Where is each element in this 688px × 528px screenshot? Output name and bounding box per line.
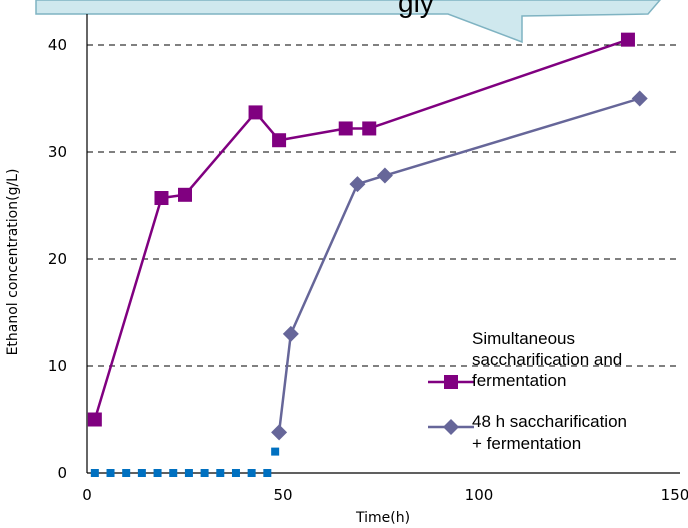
y-axis-title: Ethanol concentration(g/L)	[5, 169, 21, 356]
x-axis-title: Time(h)	[355, 510, 410, 526]
data-point	[184, 469, 193, 477]
legend-marker	[443, 419, 459, 435]
data-point	[282, 325, 299, 342]
series-2	[90, 447, 280, 477]
series-0	[87, 32, 635, 427]
x-tick-label: 100	[465, 486, 494, 504]
data-point	[87, 412, 102, 427]
callout-bubble: gly	[35, 0, 661, 44]
data-point	[231, 469, 240, 477]
data-point	[263, 469, 272, 477]
y-tick-label: 20	[48, 250, 67, 268]
data-point	[362, 121, 377, 136]
data-point	[216, 469, 225, 477]
data-point	[154, 191, 169, 206]
tick-labels: 0 10 20 30 40 0 50 100 150	[48, 36, 688, 504]
data-point	[122, 469, 131, 477]
y-tick-label: 10	[48, 357, 67, 375]
legend-label-line: saccharification and	[472, 350, 622, 369]
legend-label-line: + fermentation	[472, 434, 581, 453]
series-layer	[87, 32, 648, 477]
data-point	[271, 447, 280, 456]
data-point	[338, 121, 353, 136]
x-tick-label: 0	[82, 486, 92, 504]
data-point	[620, 32, 635, 47]
data-point	[90, 469, 99, 477]
data-point	[106, 469, 115, 477]
data-point	[248, 105, 263, 120]
legend-label: 48 h saccharification + fermentation	[472, 412, 627, 453]
y-tick-label: 30	[48, 143, 67, 161]
legend-marker	[444, 375, 458, 389]
data-point	[271, 424, 288, 441]
legend-label-line: Simultaneous	[472, 329, 575, 348]
data-point	[349, 176, 366, 193]
data-point	[153, 469, 162, 477]
data-point	[631, 90, 648, 107]
data-point	[178, 187, 192, 202]
callout-text: gly	[398, 0, 434, 18]
data-point	[169, 469, 178, 477]
series-1	[271, 90, 648, 441]
legend-label-line: fermentation	[472, 371, 567, 390]
data-point	[376, 167, 393, 184]
data-point	[200, 469, 209, 477]
y-tick-label: 0	[57, 464, 67, 482]
legend-label: Simultaneous saccharification and fermenta…	[472, 329, 622, 390]
data-point	[247, 469, 256, 477]
y-tick-label: 40	[48, 36, 67, 54]
axes	[86, 14, 680, 474]
gridlines	[87, 44, 680, 367]
x-tick-label: 50	[273, 486, 292, 504]
legend: Simultaneous saccharification and fermenta…	[428, 329, 627, 453]
data-point	[272, 133, 287, 148]
legend-entry-0: Simultaneous saccharification and fermenta…	[428, 329, 622, 390]
data-point	[137, 469, 146, 477]
legend-entry-1: 48 h saccharification + fermentation	[428, 412, 627, 453]
x-tick-label: 150	[661, 486, 688, 504]
legend-label-line: 48 h saccharification	[472, 412, 627, 431]
